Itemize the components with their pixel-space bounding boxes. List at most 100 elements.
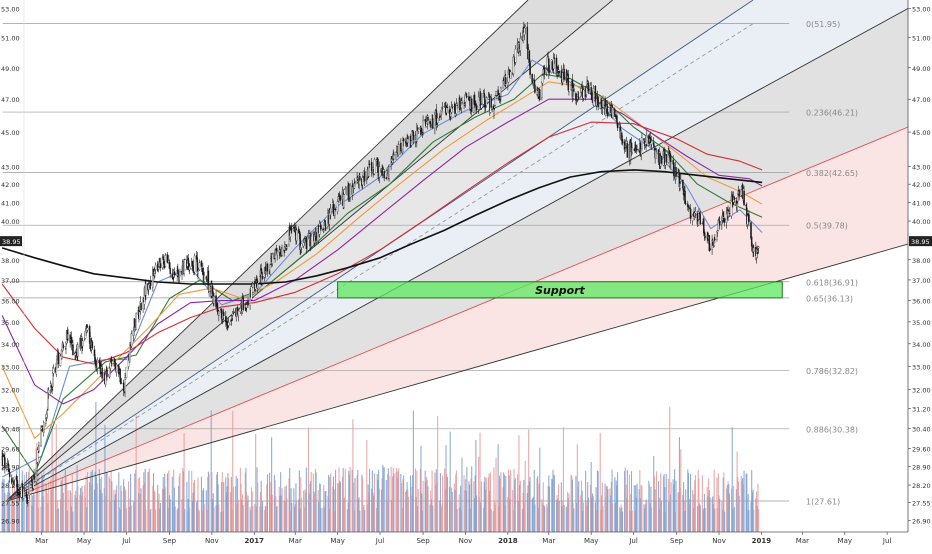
- candle-body: [109, 362, 112, 369]
- volume-bar: [176, 509, 178, 532]
- volume-bar: [47, 503, 49, 532]
- candle-body: [400, 142, 402, 152]
- volume-bar: [27, 496, 29, 532]
- volume-bar: [658, 508, 660, 532]
- volume-bar: [609, 488, 611, 532]
- volume-bar: [371, 470, 373, 532]
- volume-bar: [650, 486, 652, 532]
- volume-bar: [469, 508, 471, 532]
- candle-body: [466, 96, 468, 97]
- volume-bar: [358, 497, 360, 532]
- volume-bar: [466, 467, 468, 532]
- volume-bar: [414, 468, 416, 532]
- volume-bar: [732, 509, 734, 532]
- volume-bar: [181, 499, 183, 532]
- volume-bar: [582, 510, 584, 532]
- volume-bar: [463, 475, 465, 532]
- candle-body: [261, 276, 264, 279]
- volume-bar: [366, 504, 369, 532]
- y-tick-label-right: 45.00: [912, 129, 931, 137]
- volume-bar: [429, 504, 431, 532]
- volume-bar: [689, 498, 691, 532]
- volume-bar: [625, 484, 627, 532]
- volume-bar: [118, 507, 121, 532]
- y-tick-label-left: 31.20: [1, 406, 20, 414]
- volume-bar: [216, 474, 218, 532]
- volume-bar: [604, 483, 606, 532]
- candle-body: [432, 118, 434, 128]
- volume-bar: [482, 507, 485, 532]
- volume-bar: [125, 508, 127, 532]
- volume-bar: [531, 498, 533, 532]
- volume-bar: [453, 483, 455, 532]
- y-tick-label-right: 47.00: [912, 96, 931, 104]
- candle-body: [407, 136, 410, 138]
- volume-bar: [400, 474, 402, 532]
- candle-body: [446, 107, 449, 109]
- volume-bar: [162, 477, 164, 532]
- volume-bar: [319, 483, 321, 532]
- candle-body: [169, 267, 171, 274]
- volume-bar: [348, 474, 350, 532]
- volume-bar: [327, 496, 329, 532]
- candle-body: [179, 271, 181, 277]
- volume-bar: [222, 511, 224, 532]
- volume-bar: [11, 487, 14, 532]
- candle-body: [334, 209, 337, 211]
- volume-bar: [76, 465, 78, 532]
- volume-bar: [420, 445, 422, 532]
- volume-bar: [492, 511, 494, 532]
- volume-bar: [680, 449, 682, 532]
- volume-bar: [30, 488, 32, 532]
- volume-bar: [546, 504, 548, 532]
- candle-body: [543, 67, 546, 74]
- volume-bar: [711, 498, 713, 532]
- volume-bar: [692, 508, 694, 532]
- y-tick-label-left: 49.00: [1, 65, 20, 73]
- volume-bar: [148, 471, 150, 532]
- volume-bar: [624, 467, 626, 532]
- candle-body: [714, 238, 716, 240]
- volume-bar: [84, 484, 86, 532]
- volume-bar: [485, 477, 487, 532]
- volume-bar: [746, 473, 748, 532]
- volume-bar: [305, 492, 307, 532]
- volume-bar: [32, 492, 34, 532]
- candle-body: [322, 230, 325, 232]
- volume-bar: [631, 510, 633, 532]
- volume-bar: [65, 476, 67, 532]
- volume-bar: [678, 491, 680, 532]
- volume-bar: [640, 484, 642, 532]
- volume-bar: [585, 470, 587, 532]
- volume-bar: [296, 501, 298, 532]
- volume-bar: [512, 509, 514, 532]
- volume-bar: [548, 475, 550, 532]
- volume-bar: [373, 473, 376, 532]
- volume-bar: [236, 503, 238, 532]
- volume-bar: [235, 476, 237, 532]
- candle-body: [757, 246, 760, 249]
- candle-body: [57, 352, 60, 365]
- volume-bar: [733, 485, 735, 532]
- volume-bar: [500, 471, 502, 532]
- y-tick-label-left: 28.90: [1, 464, 20, 472]
- volume-bar: [173, 469, 175, 532]
- volume-bar: [430, 490, 432, 532]
- volume-bar: [80, 495, 82, 532]
- volume-bar: [90, 471, 92, 532]
- volume-bar: [473, 498, 476, 532]
- y-tick-label-right: 36.00: [912, 298, 931, 306]
- volume-bar: [643, 504, 645, 532]
- volume-bar: [449, 431, 451, 532]
- volume-bar: [494, 501, 496, 532]
- fib-level-label: 0.236(46.21): [806, 109, 858, 118]
- volume-bar: [285, 485, 287, 532]
- volume-bar: [397, 471, 399, 532]
- volume-bar: [585, 500, 587, 532]
- volume-bar: [3, 479, 5, 532]
- volume-bar: [352, 419, 354, 532]
- candle-body: [502, 80, 504, 88]
- volume-bar: [346, 509, 348, 532]
